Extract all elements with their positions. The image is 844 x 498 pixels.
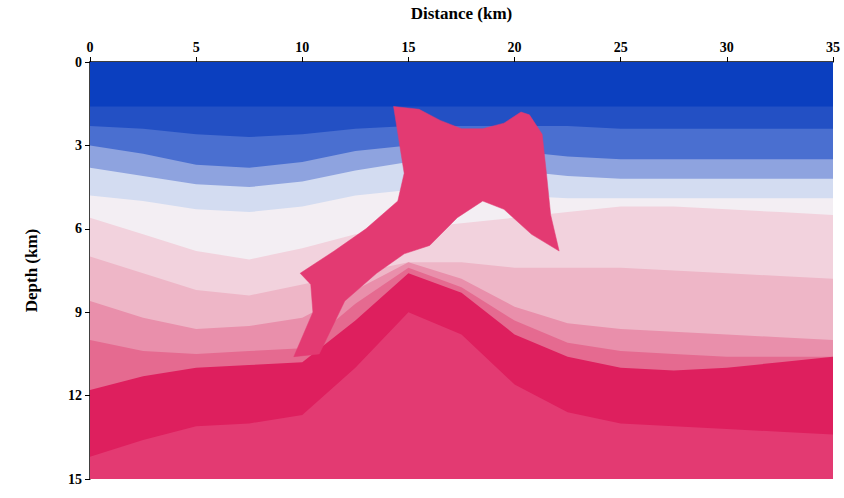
svg-text:Distance (km): Distance (km) [411,4,513,23]
svg-text:5: 5 [193,40,200,55]
svg-text:15: 15 [68,472,82,487]
svg-text:12: 12 [68,388,82,403]
svg-text:30: 30 [720,40,734,55]
svg-text:10: 10 [295,40,309,55]
svg-text:Depth (km): Depth (km) [22,229,41,313]
svg-text:20: 20 [508,40,522,55]
svg-text:3: 3 [75,138,82,153]
svg-text:25: 25 [614,40,628,55]
svg-text:35: 35 [826,40,840,55]
svg-text:6: 6 [75,221,82,236]
svg-text:9: 9 [75,305,82,320]
svg-text:15: 15 [401,40,415,55]
svg-text:0: 0 [87,40,94,55]
svg-text:0: 0 [75,55,82,70]
